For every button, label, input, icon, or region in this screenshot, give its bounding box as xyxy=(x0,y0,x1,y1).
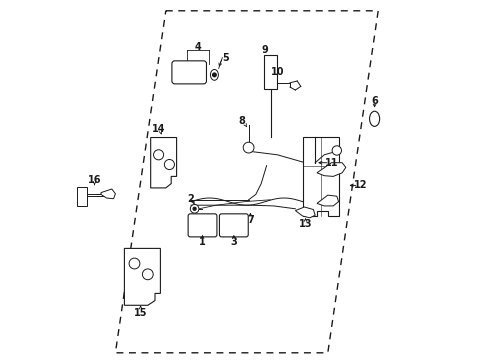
Text: 7: 7 xyxy=(247,215,254,225)
Text: 3: 3 xyxy=(230,237,237,247)
Text: 11: 11 xyxy=(325,158,338,168)
Ellipse shape xyxy=(369,111,380,126)
Circle shape xyxy=(143,269,153,280)
Text: 13: 13 xyxy=(299,219,312,229)
Text: 1: 1 xyxy=(199,237,206,247)
Polygon shape xyxy=(317,163,346,176)
Circle shape xyxy=(129,258,140,269)
Text: 12: 12 xyxy=(353,180,367,190)
Polygon shape xyxy=(151,138,176,188)
Circle shape xyxy=(243,142,254,153)
Text: 8: 8 xyxy=(238,116,245,126)
FancyBboxPatch shape xyxy=(220,214,248,237)
Text: 10: 10 xyxy=(270,67,284,77)
FancyBboxPatch shape xyxy=(172,61,206,84)
Text: 5: 5 xyxy=(222,53,228,63)
Text: 2: 2 xyxy=(187,194,194,204)
Circle shape xyxy=(193,207,196,210)
Polygon shape xyxy=(295,207,315,218)
Circle shape xyxy=(332,146,342,155)
Circle shape xyxy=(190,204,199,213)
FancyBboxPatch shape xyxy=(264,55,277,89)
Circle shape xyxy=(213,73,216,77)
Text: 6: 6 xyxy=(371,96,378,106)
Circle shape xyxy=(153,150,164,160)
Polygon shape xyxy=(317,195,339,206)
Text: 14: 14 xyxy=(152,124,165,134)
Text: 15: 15 xyxy=(134,308,147,318)
Text: 9: 9 xyxy=(262,45,268,55)
Text: 4: 4 xyxy=(195,42,201,52)
Polygon shape xyxy=(81,192,106,196)
Polygon shape xyxy=(124,248,160,305)
Polygon shape xyxy=(303,137,339,216)
FancyBboxPatch shape xyxy=(77,187,87,206)
Text: 16: 16 xyxy=(88,175,101,185)
FancyBboxPatch shape xyxy=(188,214,217,237)
Ellipse shape xyxy=(210,69,219,80)
Circle shape xyxy=(164,159,174,170)
Polygon shape xyxy=(101,189,116,199)
